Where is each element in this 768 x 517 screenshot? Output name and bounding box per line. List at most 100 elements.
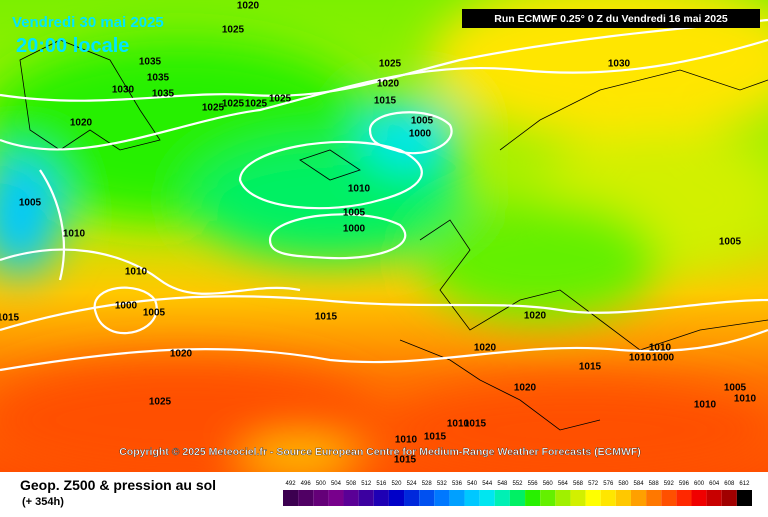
scale-label: 548 xyxy=(497,481,508,487)
isobar-label: 1005 xyxy=(411,116,434,127)
scale-swatch xyxy=(419,490,435,506)
isobar-label: 1020 xyxy=(524,311,547,322)
isobar-label: 1020 xyxy=(170,349,193,360)
scale-label: 520 xyxy=(391,481,402,487)
scale-swatch xyxy=(404,490,420,506)
coastlines xyxy=(19,39,768,431)
scale-label: 560 xyxy=(543,481,554,487)
scale-swatch xyxy=(434,490,450,506)
run-info: Run ECMWF 0.25° 0 Z du Vendredi 16 mai 2… xyxy=(494,13,728,25)
isobar-label: 1020 xyxy=(70,118,93,129)
scale-label: 600 xyxy=(694,481,705,487)
scale-swatch xyxy=(298,490,314,506)
scale-swatch xyxy=(646,490,662,506)
scale-label: 544 xyxy=(482,481,493,487)
isobar-label: 1010 xyxy=(63,229,86,240)
footer-subtitle: (+ 354h) xyxy=(22,496,64,508)
scale-swatch xyxy=(283,490,299,506)
isobar-label: 1030 xyxy=(112,85,135,96)
isobar-label: 1025 xyxy=(379,59,402,70)
isobars xyxy=(0,18,768,372)
scale-swatch xyxy=(373,490,389,506)
scale-label: 596 xyxy=(679,481,690,487)
scale-swatch xyxy=(509,490,526,506)
isobar-label: 1035 xyxy=(147,73,170,84)
isobar-label: 1015 xyxy=(374,96,397,107)
color-scale: 492 496 500 504 508 512 516 520 524 528 532 536 540 5… xyxy=(283,481,752,506)
forecast-time: 20:00 locale xyxy=(16,35,129,57)
isobar-label: 1005 xyxy=(143,308,166,319)
isobar-label: 1035 xyxy=(152,89,175,100)
isobar-label: 1025 xyxy=(222,25,245,36)
scale-swatch xyxy=(736,490,752,506)
scale-swatch xyxy=(479,490,495,506)
scale-label: 572 xyxy=(588,481,599,487)
isobar-label: 1005 xyxy=(19,198,42,209)
isobar-label: 1035 xyxy=(139,57,162,68)
isobar-label: 1020 xyxy=(237,1,260,12)
scale-swatch xyxy=(555,490,571,506)
isobar-label: 1000 xyxy=(115,301,138,312)
scale-swatch xyxy=(464,490,480,506)
scale-label: 508 xyxy=(346,481,357,487)
isobar-label: 1025 xyxy=(202,103,225,114)
isobar-label: 1000 xyxy=(652,353,675,364)
scale-swatch xyxy=(600,490,616,506)
isobar-label: 1025 xyxy=(149,397,172,408)
isobar-label: 1010 xyxy=(395,435,418,446)
scale-label: 608 xyxy=(724,481,735,487)
isobar-label: 1005 xyxy=(719,237,742,248)
scale-label: 568 xyxy=(573,481,584,487)
scale-swatch xyxy=(585,490,601,506)
scale-label: 496 xyxy=(301,481,312,487)
scale-label: 564 xyxy=(558,481,569,487)
scale-label: 500 xyxy=(316,481,327,487)
scale-swatch xyxy=(313,490,329,506)
isobar-label: 1015 xyxy=(394,455,417,466)
scale-swatch xyxy=(388,490,405,506)
isobar-label: 1030 xyxy=(608,59,631,70)
scale-label: 552 xyxy=(512,481,523,487)
isobar-label: 1010 xyxy=(629,353,652,364)
scale-label: 536 xyxy=(452,481,463,487)
scale-label: 512 xyxy=(361,481,372,487)
scale-label: 588 xyxy=(649,481,660,487)
scale-swatch xyxy=(706,490,722,506)
scale-label: 540 xyxy=(467,481,478,487)
scale-swatch xyxy=(570,490,586,506)
scale-label: 556 xyxy=(528,481,539,487)
scale-label: 528 xyxy=(422,481,433,487)
isobar-label: 1015 xyxy=(464,419,487,430)
isobar-label: 1025 xyxy=(222,99,245,110)
scale-label: 592 xyxy=(664,481,675,487)
scale-label: 584 xyxy=(634,481,645,487)
scale-label: 604 xyxy=(709,481,720,487)
scale-swatch xyxy=(676,490,692,506)
scale-swatch xyxy=(630,490,647,506)
isobar-label: 1025 xyxy=(269,94,292,105)
isobar-label: 1020 xyxy=(474,343,497,354)
scale-label: 532 xyxy=(437,481,448,487)
scale-swatch xyxy=(615,490,631,506)
isobar-label: 1000 xyxy=(343,224,366,235)
scale-swatch xyxy=(494,490,510,506)
scale-swatch xyxy=(358,490,374,506)
isobar-label: 1025 xyxy=(245,99,268,110)
scale-label: 580 xyxy=(618,481,629,487)
scale-swatch xyxy=(328,490,344,506)
scale-label: 492 xyxy=(286,481,297,487)
scale-swatch xyxy=(540,490,556,506)
scale-swatch xyxy=(661,490,677,506)
isobar-label: 1010 xyxy=(694,400,717,411)
footer-title: Geop. Z500 & pression au sol xyxy=(20,477,216,493)
geopotential-fields xyxy=(0,0,768,480)
isobar-label: 1015 xyxy=(315,312,338,323)
isobar-label: 1015 xyxy=(579,362,602,373)
isobar-label: 1005 xyxy=(343,208,366,219)
isobar-label: 1010 xyxy=(348,184,371,195)
scale-label: 504 xyxy=(331,481,342,487)
scale-swatch xyxy=(343,490,359,506)
isobar-label: 1010 xyxy=(649,343,672,354)
